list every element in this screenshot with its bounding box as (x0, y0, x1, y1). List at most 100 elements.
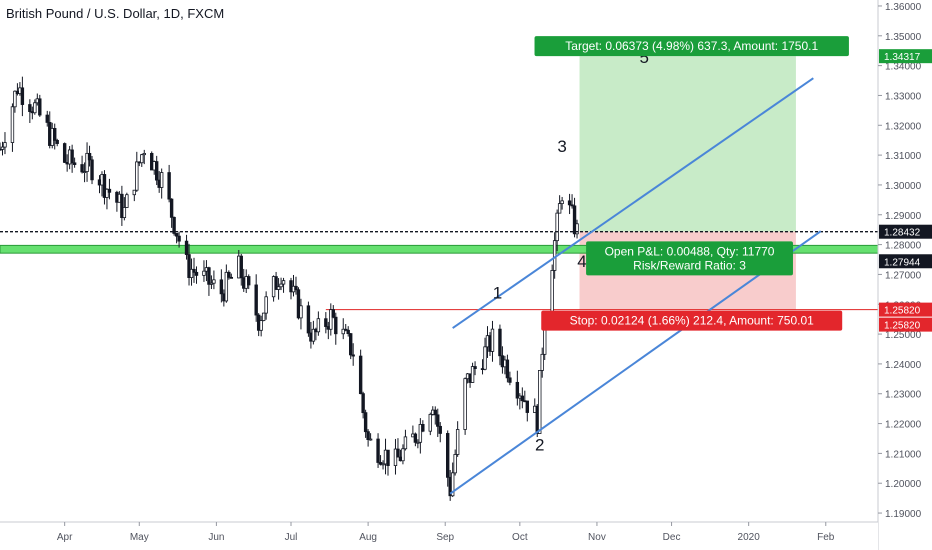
time-tick-label: Jun (208, 532, 224, 543)
candle-body (120, 193, 124, 219)
time-axis-bg (0, 522, 878, 550)
candle-body (167, 172, 171, 200)
candle-body (363, 412, 368, 433)
wave-label-4: 4 (577, 252, 586, 271)
candle-body (570, 204, 574, 207)
candle-body (90, 159, 94, 181)
candle-body (53, 127, 57, 141)
candle-body (555, 212, 559, 242)
candle-body (421, 423, 425, 432)
price-tick-label: 1.23000 (885, 390, 922, 401)
price-tick-label: 1.20000 (885, 479, 922, 490)
candle-body (264, 296, 268, 314)
candle-body (80, 164, 84, 173)
candle-body (376, 438, 380, 463)
candle-body (229, 276, 234, 279)
price-tag-bg (879, 224, 932, 239)
price-axis[interactable]: 1.19000 1.20000 1.21000 1.22000 1.23000 1.240… (877, 0, 932, 550)
time-tick-label: Dec (663, 532, 681, 543)
price-tick-label: 1.36000 (885, 2, 922, 13)
price-tag-text: 1.25820 (884, 321, 921, 332)
candle-body (202, 270, 206, 276)
candle-body (192, 268, 196, 273)
pnl-label: Open P&L: 0.00488, Qty: 11770Risk/Reward… (586, 241, 793, 276)
price-tick-label: 1.24000 (885, 360, 922, 371)
candle-body (299, 305, 303, 319)
target-label-text: Target: 0.06373 (4.98%) 637.3, Amount: 1… (565, 39, 818, 53)
candle-body (368, 438, 373, 441)
wave-label-5: 5 (639, 48, 648, 67)
candle-body (184, 240, 189, 255)
candle-body (366, 431, 370, 440)
wave-label-2: 2 (535, 435, 544, 454)
candle-body (194, 271, 199, 276)
candle-body (334, 316, 338, 335)
price-tick-label: 1.31000 (885, 151, 922, 162)
time-tick-label: Jul (285, 532, 298, 543)
price-tick-label: 1.27000 (885, 270, 922, 281)
candle-body (0, 146, 5, 150)
pnl-label-text: Open P&L: 0.00488, Qty: 11770 (605, 244, 775, 258)
candle-body (490, 328, 495, 352)
candle-body (55, 140, 59, 144)
candle-body (450, 472, 455, 497)
candle-body (331, 309, 335, 318)
price-tag-bg (879, 302, 932, 317)
price-tick-label: 1.21000 (885, 449, 922, 460)
candle-body (140, 154, 144, 164)
candle-body (207, 267, 211, 285)
candle-body (316, 318, 321, 333)
price-tick-label: 1.34000 (885, 62, 922, 73)
candle-body (102, 174, 107, 198)
candle-body (20, 87, 25, 105)
time-tick-label: Feb (817, 532, 835, 543)
price-tick-label: 1.19000 (885, 509, 922, 520)
candle-body (259, 320, 263, 331)
candle-body (572, 205, 577, 235)
time-tick-label: May (130, 532, 149, 543)
candles-layer (0, 76, 579, 501)
candle-body (28, 104, 32, 112)
candle-body (239, 255, 243, 279)
candle-body (247, 276, 251, 286)
candle-body (135, 161, 139, 191)
candle-body (187, 254, 191, 278)
candle-body (344, 328, 348, 331)
candle-body (261, 312, 266, 321)
price-tag-text: 1.25820 (884, 306, 921, 317)
candle-body (125, 194, 129, 208)
candle-body (276, 286, 281, 290)
candle-body (212, 279, 216, 284)
profit-zone (579, 56, 796, 232)
candle-body (498, 328, 502, 357)
time-tick-label: Apr (57, 532, 73, 543)
time-axis[interactable]: Apr May Jun Jul Aug Sep Oct Nov Dec 2020 Feb (0, 521, 878, 550)
candle-body (403, 436, 408, 450)
candle-body (463, 378, 467, 430)
price-tag-text: 1.34317 (884, 52, 921, 63)
price-tick-label: 1.33000 (885, 91, 922, 102)
candle-body (520, 395, 525, 402)
wave-label-3: 3 (557, 137, 566, 156)
candle-body (294, 285, 298, 291)
candle-body (62, 143, 67, 163)
candle-body (351, 354, 355, 357)
candle-body (105, 188, 109, 198)
candle-body (254, 284, 258, 316)
candle-body (38, 98, 42, 116)
chart-title: British Pound / U.S. Dollar, 1D, FXCM (6, 6, 225, 21)
candle-body (433, 409, 437, 416)
candle-body (438, 425, 442, 434)
candle-body (274, 276, 278, 290)
candle-body (142, 153, 146, 156)
candle-body (13, 90, 17, 108)
stop-label: Stop: 0.02124 (1.66%) 212.4, Amount: 750… (541, 310, 843, 331)
price-tick-label: 1.25000 (885, 330, 922, 341)
price-axis-bg (878, 0, 932, 550)
candle-body (386, 449, 390, 466)
candle-body (416, 441, 420, 444)
price-tick-label: 1.29000 (885, 211, 922, 222)
price-tick-label: 1.22000 (885, 420, 922, 431)
